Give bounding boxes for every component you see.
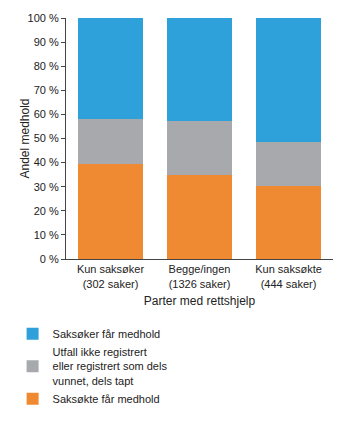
svg-text:70 %: 70 % [34, 84, 59, 96]
svg-text:50 %: 50 % [34, 132, 59, 144]
svg-text:100 %: 100 % [28, 12, 59, 24]
svg-text:Kun saksøker(302 saker): Kun saksøker(302 saker) [77, 263, 145, 289]
svg-text:0 %: 0 % [40, 253, 59, 265]
svg-text:Saksøkte får medhold: Saksøkte får medhold [53, 393, 160, 405]
svg-text:90 %: 90 % [34, 36, 59, 48]
svg-text:Begge/ingen(1326 saker): Begge/ingen(1326 saker) [169, 263, 231, 289]
svg-text:Parter med rettshjelp: Parter med rettshjelp [144, 294, 256, 308]
svg-text:40 %: 40 % [34, 156, 59, 168]
svg-text:20 %: 20 % [34, 205, 59, 217]
svg-text:30 %: 30 % [34, 181, 59, 193]
svg-text:Utfall ikke registrerteller re: Utfall ikke registrerteller registrert s… [53, 346, 168, 387]
svg-text:10 %: 10 % [34, 229, 59, 241]
svg-text:Kun saksøkte(444 saker): Kun saksøkte(444 saker) [255, 263, 322, 289]
svg-text:60 %: 60 % [34, 108, 59, 120]
svg-text:80 %: 80 % [34, 60, 59, 72]
svg-text:Andel medhold: Andel medhold [18, 98, 32, 178]
svg-text:Saksøker får medhold: Saksøker får medhold [53, 328, 161, 340]
